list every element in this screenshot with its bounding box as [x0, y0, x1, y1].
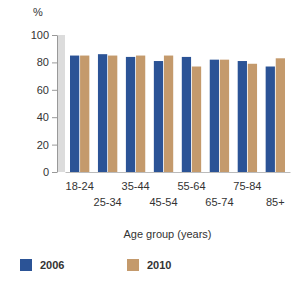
bar — [70, 56, 79, 172]
series — [80, 56, 285, 172]
tick-mark — [52, 62, 57, 63]
bar — [154, 61, 163, 172]
tick-mark — [52, 35, 57, 36]
x-axis-title: Age group (years) — [123, 228, 211, 240]
tick-mark — [52, 90, 57, 91]
tick: 100 — [31, 29, 57, 41]
tick: 20 — [37, 139, 57, 151]
legend-swatch — [127, 259, 139, 271]
bar — [136, 56, 145, 172]
tick-label: 65-74 — [205, 196, 233, 208]
bar — [126, 57, 135, 172]
chart: 0 20 40 60 80 100% 18-2425-3435-44 45-5455-6465… — [0, 0, 300, 281]
tick-label: 60 — [37, 84, 49, 96]
tick-label: 25-34 — [94, 196, 122, 208]
tick: 55-64 — [177, 172, 205, 192]
y-axis-title: % — [33, 6, 43, 18]
tick-label: 75-84 — [233, 180, 261, 192]
axis-line — [57, 36, 58, 173]
tick-label: 20 — [37, 139, 49, 151]
x-axis: 18-2425-3435-44 45-5455-6465-7475-84 85+ — [66, 172, 291, 208]
bar — [220, 60, 229, 172]
tick-label: 55-64 — [177, 180, 205, 192]
bars — [70, 54, 285, 172]
tick: 18-24 — [66, 172, 94, 192]
tick: 40 — [37, 111, 57, 123]
bar — [238, 61, 247, 172]
tick-label: 35-44 — [122, 180, 150, 192]
legend-label: 2006 — [40, 259, 64, 271]
y-axis: 0 20 40 60 80 100 — [31, 29, 58, 178]
tick-label: 100 — [31, 29, 49, 41]
bar — [266, 67, 275, 172]
bar — [276, 58, 285, 172]
tick: 85+ — [266, 172, 285, 208]
tick-mark — [52, 117, 57, 118]
tick-label: 18-24 — [66, 180, 94, 192]
series — [70, 54, 275, 172]
tick-label: 80 — [37, 56, 49, 68]
tick: 65-74 — [205, 172, 233, 208]
tick-label: 40 — [37, 111, 49, 123]
bar — [182, 57, 191, 172]
axis-line — [66, 172, 291, 173]
bar — [80, 56, 89, 172]
tick-mark — [52, 145, 57, 146]
tick-label: 45-54 — [149, 196, 177, 208]
tick: 75-84 — [233, 172, 261, 192]
tick: 60 — [37, 84, 57, 96]
tick-label: 85+ — [266, 196, 285, 208]
bar — [98, 54, 107, 172]
bar — [108, 56, 117, 172]
tick: 80 — [37, 56, 57, 68]
tick: 35-44 — [122, 172, 150, 192]
axis-band — [57, 35, 65, 172]
legend-swatch — [20, 259, 32, 271]
legend-label: 2010 — [147, 259, 171, 271]
tick: 45-54 — [149, 172, 177, 208]
tick-label: 0 — [43, 166, 49, 178]
tick: 25-34 — [94, 172, 122, 208]
bar — [192, 67, 201, 172]
tick-mark — [52, 172, 57, 173]
legend: 2006 2010 — [20, 259, 171, 271]
bar — [164, 56, 173, 172]
bar — [210, 60, 219, 172]
bar — [248, 64, 257, 172]
tick: 0 — [43, 166, 57, 178]
